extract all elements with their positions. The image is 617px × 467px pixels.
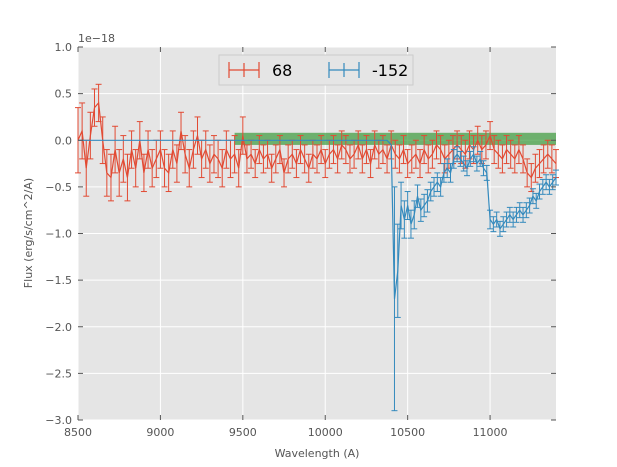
legend-item-2: -152	[328, 61, 408, 80]
legend-label-1: 68	[272, 61, 292, 80]
y-tick-label: −0.5	[45, 181, 72, 194]
legend: 68 -152	[218, 54, 414, 86]
legend-label-2: -152	[372, 61, 408, 80]
x-tick-label: 10000	[308, 426, 343, 439]
y-tick-label: −2.5	[45, 367, 72, 380]
x-tick-label: 9000	[146, 426, 174, 439]
x-tick-label: 10500	[390, 426, 425, 439]
y-offset-label: 1e−18	[78, 32, 115, 45]
legend-item-1: 68	[228, 61, 292, 80]
x-axis-label: Wavelength (A)	[275, 447, 360, 460]
series-layer	[75, 83, 559, 412]
y-tick-label: 0.0	[55, 134, 73, 147]
series-2	[78, 139, 559, 412]
y-tick-label: −3.0	[45, 414, 72, 427]
y-tick-label: −2.0	[45, 321, 72, 334]
y-tick-label: 0.5	[55, 88, 73, 101]
x-tick-label: 11000	[473, 426, 508, 439]
axes: 8500 9000 9500 10000 10500 11000 1.0 0.5 0.0 −0.5…	[45, 41, 556, 439]
y-tick-label: −1.0	[45, 228, 72, 241]
y-axis-label: Flux (erg/s/cm^2/A)	[22, 178, 35, 288]
y-tick-label: 1.0	[55, 41, 73, 54]
y-tick-label: −1.5	[45, 274, 72, 287]
x-tick-label: 8500	[64, 426, 92, 439]
x-tick-label: 9500	[229, 426, 257, 439]
